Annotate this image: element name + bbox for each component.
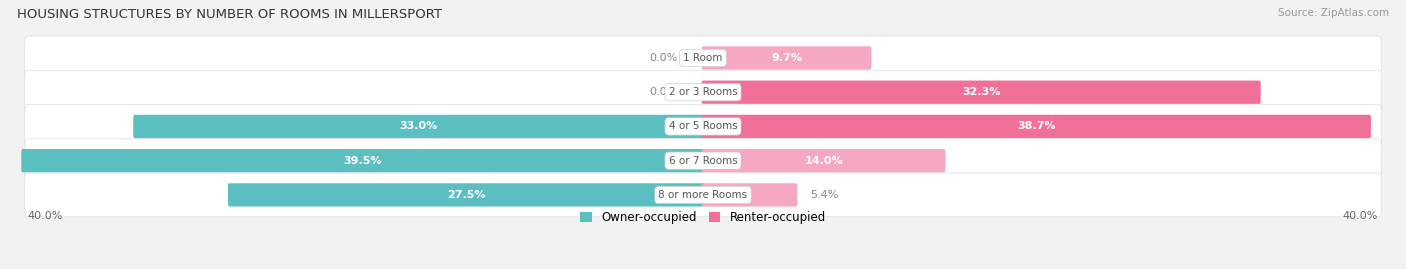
Text: 0.0%: 0.0%: [650, 53, 678, 63]
FancyBboxPatch shape: [134, 115, 704, 138]
FancyBboxPatch shape: [25, 36, 1381, 80]
Text: 9.7%: 9.7%: [770, 53, 801, 63]
FancyBboxPatch shape: [228, 183, 704, 207]
FancyBboxPatch shape: [702, 46, 872, 70]
Text: 1 Room: 1 Room: [683, 53, 723, 63]
Text: 38.7%: 38.7%: [1017, 121, 1056, 132]
Legend: Owner-occupied, Renter-occupied: Owner-occupied, Renter-occupied: [579, 211, 827, 224]
FancyBboxPatch shape: [25, 139, 1381, 183]
FancyBboxPatch shape: [21, 149, 704, 172]
Text: 14.0%: 14.0%: [804, 156, 842, 166]
Text: 40.0%: 40.0%: [1343, 211, 1378, 221]
Text: 27.5%: 27.5%: [447, 190, 485, 200]
Text: 39.5%: 39.5%: [343, 156, 382, 166]
FancyBboxPatch shape: [702, 149, 945, 172]
Text: 32.3%: 32.3%: [962, 87, 1000, 97]
FancyBboxPatch shape: [702, 115, 1371, 138]
FancyBboxPatch shape: [25, 173, 1381, 217]
FancyBboxPatch shape: [25, 105, 1381, 148]
Text: HOUSING STRUCTURES BY NUMBER OF ROOMS IN MILLERSPORT: HOUSING STRUCTURES BY NUMBER OF ROOMS IN…: [17, 8, 441, 21]
FancyBboxPatch shape: [702, 80, 1261, 104]
Text: 40.0%: 40.0%: [28, 211, 63, 221]
Text: 2 or 3 Rooms: 2 or 3 Rooms: [669, 87, 737, 97]
Text: 6 or 7 Rooms: 6 or 7 Rooms: [669, 156, 737, 166]
FancyBboxPatch shape: [25, 70, 1381, 114]
Text: 4 or 5 Rooms: 4 or 5 Rooms: [669, 121, 737, 132]
Text: 0.0%: 0.0%: [650, 87, 678, 97]
Text: 33.0%: 33.0%: [399, 121, 437, 132]
Text: 5.4%: 5.4%: [810, 190, 838, 200]
FancyBboxPatch shape: [702, 183, 797, 207]
Text: Source: ZipAtlas.com: Source: ZipAtlas.com: [1278, 8, 1389, 18]
Text: 8 or more Rooms: 8 or more Rooms: [658, 190, 748, 200]
